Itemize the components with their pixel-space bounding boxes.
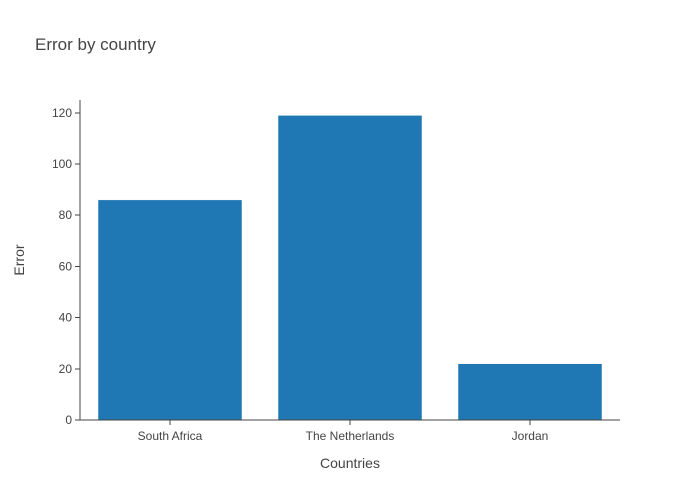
y-tick-label: 100 [52, 157, 72, 171]
bar-the-netherlands [277, 115, 423, 421]
y-tick-label: 40 [59, 311, 73, 325]
y-tick-label: 20 [59, 362, 73, 376]
x-tick-label: South Africa [138, 429, 203, 443]
y-tick-label: 80 [59, 208, 73, 222]
y-tick-label: 0 [65, 413, 72, 427]
chart-title: Error by country [35, 35, 156, 54]
plot-area: South Africa The Netherlands Jordan 0 20 40 60… [52, 100, 620, 443]
bar-jordan [457, 363, 603, 421]
x-tick-label: Jordan [512, 429, 549, 443]
y-tick-label: 120 [52, 106, 72, 120]
y-axis-title: Error [11, 244, 27, 275]
y-tick-label: 60 [59, 259, 73, 273]
bar-south-africa [97, 199, 243, 421]
x-tick-label: The Netherlands [306, 429, 395, 443]
x-axis-title: Countries [320, 455, 380, 471]
